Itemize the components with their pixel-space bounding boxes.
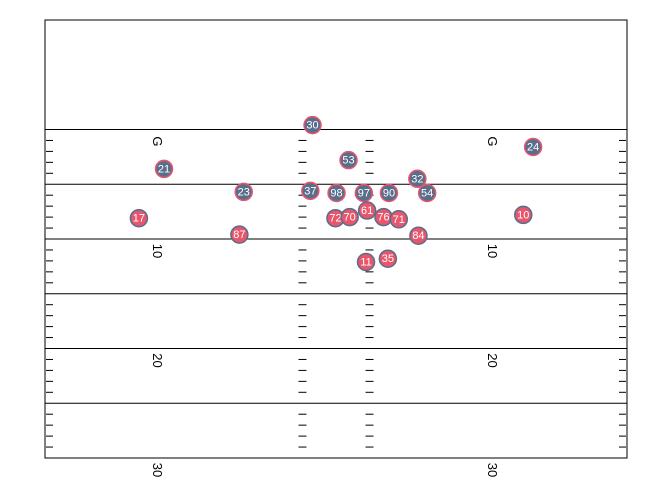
- player-dot: [523, 137, 543, 157]
- player-marker-offense: 10: [514, 205, 533, 225]
- player-number: 35: [382, 253, 394, 265]
- player-marker-offense: 84: [409, 226, 428, 245]
- player-dot: [356, 252, 376, 272]
- yard-label: G: [150, 136, 165, 146]
- player-marker-defense: 32: [408, 169, 427, 189]
- yard-label: 20: [485, 353, 500, 367]
- player-number: 87: [233, 229, 245, 241]
- player-dot: [303, 115, 322, 135]
- player-number: 72: [329, 213, 341, 225]
- player-number: 84: [412, 230, 424, 242]
- player-dot: [357, 201, 377, 220]
- players: 30 24 53 21 32 23 37 98 97 90 54 17 10 61 72 70 76 71 87 84…: [129, 115, 543, 272]
- player-number: 10: [517, 209, 529, 221]
- player-number: 30: [306, 120, 318, 132]
- player-number: 76: [377, 212, 389, 224]
- player-number: 17: [133, 213, 145, 225]
- player-dot: [129, 208, 149, 228]
- player-marker-offense: 87: [230, 225, 249, 244]
- player-marker-defense: 98: [327, 183, 346, 203]
- player-marker-defense: 21: [154, 159, 174, 179]
- yard-lines: [45, 129, 627, 459]
- yard-label: 10: [150, 244, 165, 258]
- player-marker-defense: 54: [417, 183, 437, 203]
- player-number: 21: [158, 163, 170, 175]
- player-dot: [339, 150, 358, 170]
- player-number: 53: [342, 155, 354, 167]
- player-marker-defense: 30: [303, 115, 322, 135]
- yard-label: 10: [485, 244, 500, 258]
- player-dot: [379, 183, 399, 203]
- player-number: 23: [238, 186, 250, 198]
- player-dot: [409, 226, 428, 245]
- player-marker-offense: 35: [378, 249, 398, 268]
- player-marker-offense: 61: [357, 201, 377, 220]
- player-number: 37: [304, 185, 316, 197]
- player-marker-offense: 72: [326, 208, 345, 228]
- player-number: 98: [330, 188, 342, 200]
- player-number: 97: [358, 188, 370, 200]
- player-number: 90: [383, 188, 395, 200]
- player-marker-defense: 37: [301, 181, 320, 201]
- player-dot: [327, 183, 346, 203]
- player-number: 71: [393, 214, 405, 226]
- player-dot: [514, 205, 533, 225]
- player-marker-defense: 97: [354, 183, 374, 203]
- player-dot: [408, 169, 427, 189]
- player-dot: [417, 183, 437, 203]
- yard-label: 30: [150, 463, 165, 477]
- yard-labels: G G 10 10 20 20 30 30: [150, 136, 500, 477]
- player-marker-defense: 53: [339, 150, 358, 170]
- player-marker-defense: 24: [523, 137, 543, 157]
- yard-label: 30: [485, 463, 500, 477]
- player-number: 54: [421, 188, 433, 200]
- player-number: 24: [527, 142, 539, 154]
- player-dot: [234, 182, 253, 202]
- player-number: 32: [411, 173, 423, 185]
- plot-border: [44, 19, 628, 459]
- yard-label: G: [485, 136, 500, 146]
- player-marker-offense: 11: [356, 252, 376, 272]
- player-dot: [230, 225, 249, 244]
- player-number: 61: [361, 205, 373, 217]
- player-dot: [154, 159, 174, 179]
- player-marker-offense: 76: [374, 207, 393, 227]
- player-number: 70: [344, 212, 356, 224]
- player-marker-defense: 90: [379, 183, 399, 203]
- yard-label: 20: [150, 353, 165, 367]
- player-marker-defense: 23: [234, 182, 253, 202]
- player-marker-offense: 17: [129, 208, 149, 228]
- player-dot: [354, 183, 374, 203]
- player-dot: [340, 207, 359, 227]
- player-dot: [378, 249, 398, 268]
- player-marker-offense: 71: [389, 210, 409, 229]
- player-dot: [301, 181, 320, 201]
- player-number: 11: [360, 256, 371, 268]
- player-dot: [389, 210, 409, 229]
- player-marker-offense: 70: [340, 207, 359, 227]
